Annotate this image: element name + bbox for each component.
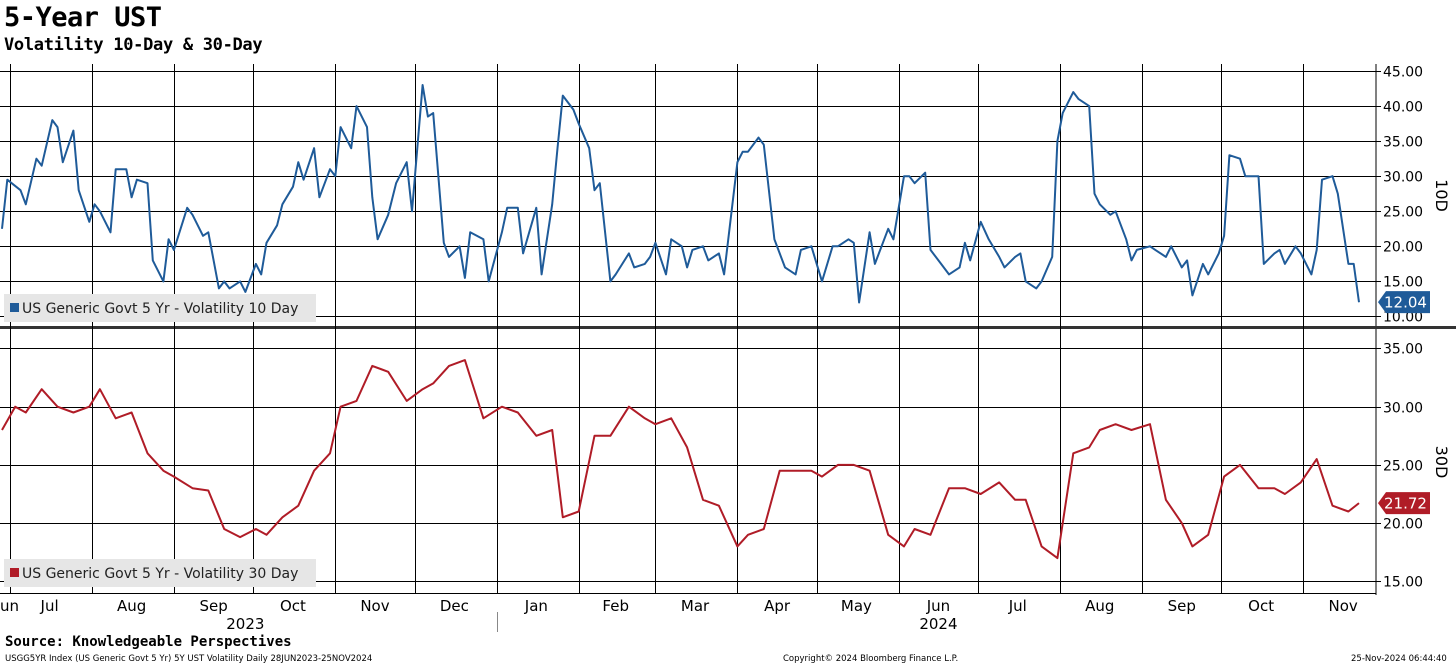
y-tick-label: 15.00: [1383, 575, 1423, 591]
x-month-label: Sep: [199, 597, 227, 615]
chart-subtitle: Volatility 10-Day & 30-Day: [4, 35, 263, 55]
y-tick-label: 20.00: [1383, 517, 1423, 533]
x-month-label: Jul: [1008, 597, 1027, 615]
y-tick-label: 30.00: [1383, 401, 1423, 417]
x-year-label: 2023: [226, 615, 264, 633]
y-tick-label: 15.00: [1383, 275, 1423, 291]
x-month-label: Jun: [0, 597, 19, 615]
chart-title: 5-Year UST: [4, 2, 162, 33]
x-month-label: Jan: [524, 597, 548, 615]
legend-box: [4, 559, 316, 587]
x-month-label: Apr: [764, 597, 791, 615]
x-month-label: Aug: [117, 597, 146, 615]
last-value-label: 12.04: [1384, 294, 1427, 312]
legend-swatch: [10, 568, 19, 577]
x-month-label: Nov: [1328, 597, 1357, 615]
last-value-label: 21.72: [1384, 495, 1427, 513]
y-tick-label: 10.00: [1383, 310, 1423, 326]
x-month-label: Dec: [440, 597, 469, 615]
x-month-label: Aug: [1085, 597, 1114, 615]
volatility-10day-line: [1, 84, 1360, 304]
copyright: Copyright© 2024 Bloomberg Finance L.P.: [783, 654, 959, 664]
x-month-label: Jun: [926, 597, 950, 615]
y-tick-label: 35.00: [1383, 342, 1423, 358]
index-info: USGG5YR Index (US Generic Govt 5 Yr) 5Y …: [5, 654, 373, 664]
legend-swatch: [10, 303, 19, 312]
y-tick-label: 25.00: [1383, 205, 1423, 221]
y-axis-label: 30D: [1432, 446, 1451, 479]
y-tick-label: 25.00: [1383, 459, 1423, 475]
x-month-label: Feb: [602, 597, 629, 615]
y-tick-label: 35.00: [1383, 135, 1423, 151]
y-tick-label: 20.00: [1383, 240, 1423, 256]
legend-box: [4, 294, 316, 322]
y-tick-label: 45.00: [1383, 65, 1423, 81]
volatility-30day-line: [1, 359, 1360, 560]
timestamp: 25-Nov-2024 06:44:40: [1351, 654, 1447, 664]
legend-label: US Generic Govt 5 Yr - Volatility 10 Day: [22, 301, 298, 317]
x-year-label: 2024: [919, 615, 957, 633]
y-tick-label: 40.00: [1383, 100, 1423, 116]
x-month-label: Oct: [280, 597, 306, 615]
y-axis-label: 10D: [1432, 179, 1451, 212]
legend-label: US Generic Govt 5 Yr - Volatility 30 Day: [22, 566, 298, 582]
source-note: Source: Knowledgeable Perspectives: [5, 634, 292, 650]
x-month-label: Jul: [40, 597, 59, 615]
x-month-label: Mar: [681, 597, 710, 615]
y-tick-label: 30.00: [1383, 170, 1423, 186]
last-value-tag: [1378, 291, 1430, 314]
last-value-tag: [1378, 492, 1430, 515]
x-month-label: Sep: [1168, 597, 1196, 615]
x-month-label: May: [841, 597, 872, 615]
x-month-label: Oct: [1248, 597, 1274, 615]
x-month-label: Nov: [360, 597, 389, 615]
